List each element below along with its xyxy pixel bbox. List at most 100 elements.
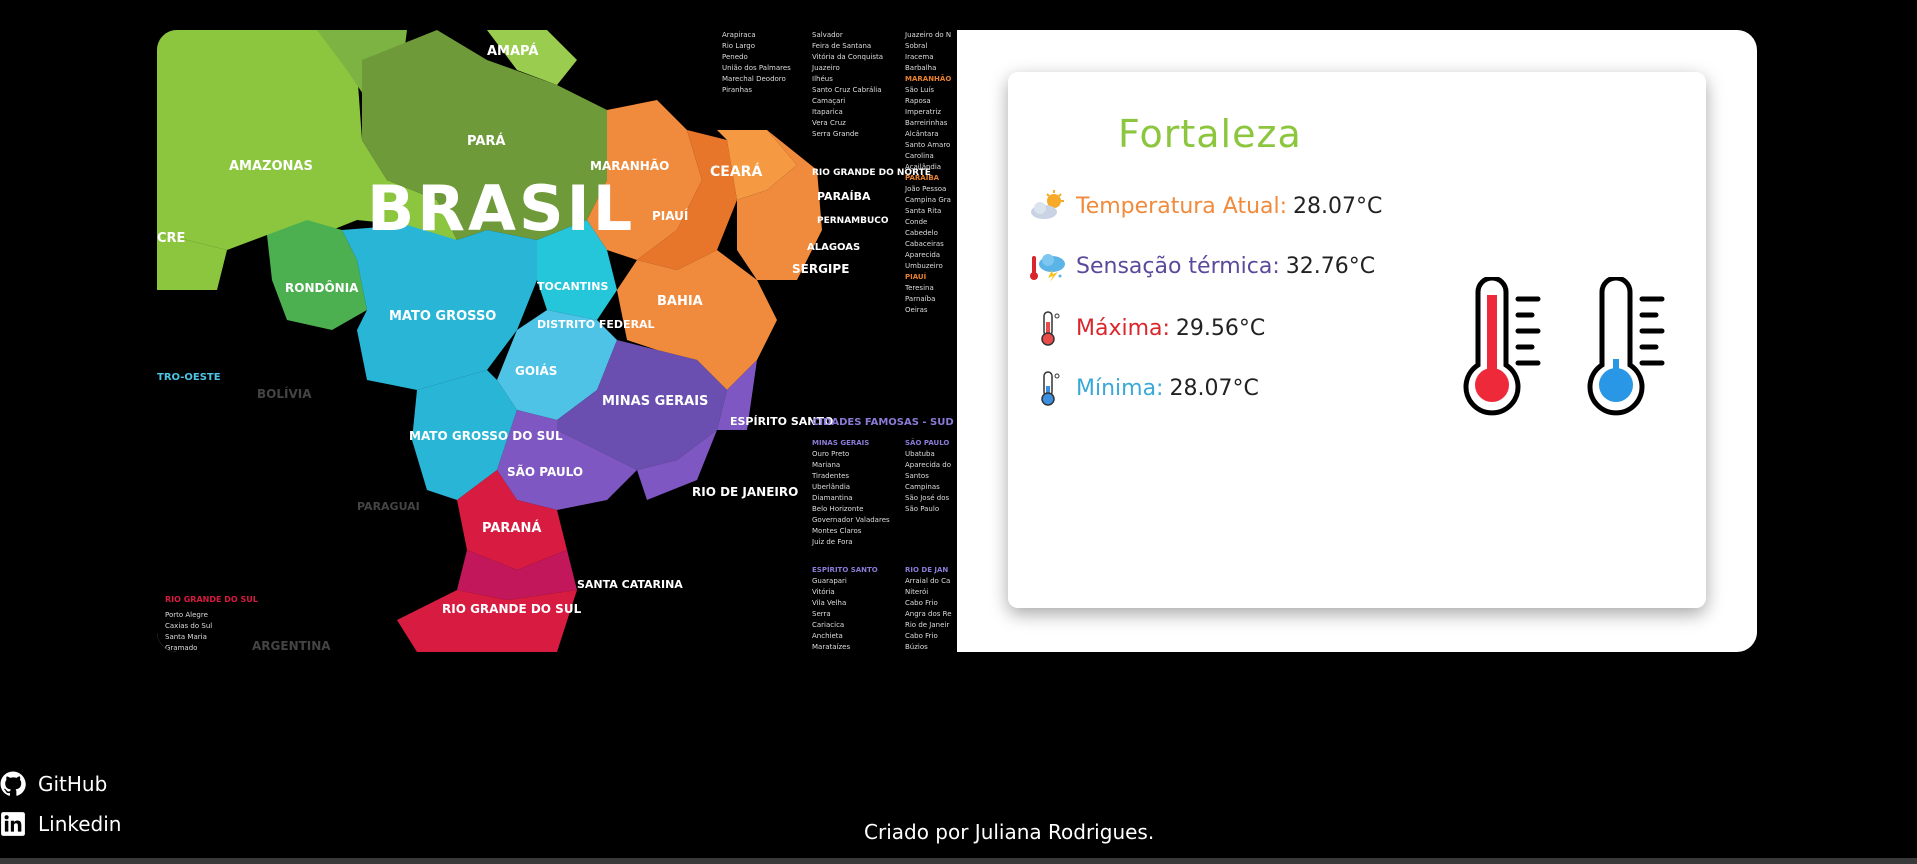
region-piaui xyxy=(637,130,737,270)
footer-credit: Criado por Juliana Rodrigues. xyxy=(864,820,1155,844)
label-piaui: PIAUÍ xyxy=(652,208,689,223)
city-list-item: Rio Largo xyxy=(722,42,755,50)
city-list-item: Serra xyxy=(812,610,831,618)
city-list-item: Feira de Santana xyxy=(812,42,872,50)
city-list-item: Açailândia xyxy=(905,163,942,171)
current-temp-value: 28.07°C xyxy=(1293,193,1383,219)
city-list-item: Angra dos Re xyxy=(905,610,952,618)
label-para: PARÁ xyxy=(467,133,505,149)
city-list-item: Cabedelo xyxy=(905,229,938,237)
city-list-item: Belo Horizonte xyxy=(812,505,864,513)
city-list-item: Rio de Janeir xyxy=(905,621,950,629)
label-goias: GOIÁS xyxy=(515,363,557,378)
city-list-item: Serra Grande xyxy=(812,130,859,138)
city-list-item: Guarapari xyxy=(812,577,847,585)
city-list-item: Vera Cruz xyxy=(812,119,846,127)
partly-cloudy-icon xyxy=(1031,190,1064,219)
label-parana: PARANÁ xyxy=(482,520,541,536)
city-list-item: Niterói xyxy=(905,588,929,596)
region-minas-gerais xyxy=(557,340,727,470)
city-list-item: Aparecida do xyxy=(905,461,952,469)
thermometer-cold-illustration xyxy=(1587,277,1665,416)
label-tocantins: TOCANTINS xyxy=(537,280,608,293)
label-ceara: CEARÁ xyxy=(710,163,762,180)
region-ceara xyxy=(717,130,797,200)
min-temp-value: 28.07°C xyxy=(1169,375,1259,401)
city-list-item: Tiradentes xyxy=(812,472,850,480)
city-list-col2: Salvador Feira de Santana Vitória da Conqu… xyxy=(812,30,883,140)
city-list-item: Cabaceiras xyxy=(905,240,944,248)
label-left-region: TRO-OESTE xyxy=(157,372,221,383)
city-list-item: Raposa xyxy=(905,97,931,105)
city-list-item: Salvador xyxy=(812,31,843,39)
city-list-item: Gramado xyxy=(165,644,198,652)
city-list-item: Porto Alegre xyxy=(165,611,208,619)
label-santa-catarina: SANTA CATARINA xyxy=(577,578,683,591)
row-max-temp: Máxima: 29.56°C xyxy=(1028,310,1265,346)
linkedin-link[interactable]: Linkedin xyxy=(0,804,121,844)
bottom-bar xyxy=(0,858,1917,864)
city-list-item: Arraial do Ca xyxy=(905,577,951,585)
label-acre: CRE xyxy=(157,231,185,246)
city-list-item: São Paulo xyxy=(905,505,940,513)
map-title: BRASIL xyxy=(367,172,635,245)
city-list-item: Marataízes xyxy=(812,643,851,651)
label-rio-de-janeiro: RIO DE JANEIRO xyxy=(692,485,798,499)
github-label: GitHub xyxy=(38,772,108,796)
region-nordeste-east xyxy=(737,130,822,280)
label-minas-gerais: MINAS GERAIS xyxy=(602,394,708,409)
city-list-item: Piranhas xyxy=(722,86,752,94)
region-para xyxy=(362,30,627,240)
region-santa-catarina xyxy=(457,550,577,600)
city-list-item: Parnaíba xyxy=(905,295,936,303)
city-list-mg: MINAS GERAIS Ouro Preto Mariana Tiradentes U… xyxy=(812,438,890,548)
city-list-item: Caxias do Sul xyxy=(165,622,213,630)
city-list-item: Umbuzeiro xyxy=(905,262,943,270)
city-list-item: Barreirinhas xyxy=(905,119,948,127)
region-amapa xyxy=(487,30,577,85)
weather-card: Fortaleza Temperatura Atual: 28.07°C xyxy=(1008,72,1706,608)
label-argentina: ARGENTINA xyxy=(252,639,331,652)
city-list-item: Campinas xyxy=(905,483,940,491)
city-name: Fortaleza xyxy=(1118,112,1302,156)
city-list-item: Cabo Frio xyxy=(905,599,938,607)
label-alagoas: ALAGOAS xyxy=(807,242,860,253)
region-espirito-santo xyxy=(717,360,757,430)
city-list-item: Vila Velha xyxy=(812,599,847,607)
city-list-heading: SÃO PAULO xyxy=(905,439,950,447)
city-list-item: Penedo xyxy=(722,53,748,61)
region-acre xyxy=(157,235,227,290)
city-list-item: Vitória da Conquista xyxy=(812,53,884,61)
label-espirito-santo: ESPÍRITO SANTO xyxy=(730,415,833,428)
city-list-heading: MINAS GERAIS xyxy=(812,439,870,447)
storm-cloud-icon xyxy=(1030,254,1065,282)
city-list-item: Juazeiro do N xyxy=(905,31,952,39)
linkedin-icon xyxy=(1,812,25,836)
label-paraguai: PARAGUAI xyxy=(357,500,420,513)
label-bolivia: BOLÍVIA xyxy=(257,386,312,401)
city-list-item: Diamantina xyxy=(812,494,853,502)
city-list-item: João Pessoa xyxy=(905,185,947,193)
city-list-col3: Juazeiro do N Sobral Iracema Barbalha MARANH… xyxy=(905,30,951,316)
region-parana xyxy=(457,470,567,570)
feels-like-label: Sensação térmica: xyxy=(1076,253,1280,279)
main-panel: BRASIL AMAPÁ PARÁ AMAZONAS MARANHÃO CEAR… xyxy=(157,30,1757,652)
github-link[interactable]: GitHub xyxy=(0,764,121,804)
city-list-item: Santa Rita xyxy=(905,207,942,215)
city-list-item: Ubatuba xyxy=(905,450,935,458)
footer-links: GitHub Linkedin xyxy=(0,764,121,844)
city-list-item: Imperatriz xyxy=(905,108,942,116)
city-list-item: Arapiraca xyxy=(722,31,756,39)
label-famous-cities: CIDADES FAMOSAS - SUD xyxy=(812,417,954,428)
city-list-item: Governador Valadares xyxy=(812,516,890,524)
city-list-item: União dos Palmares xyxy=(722,64,791,72)
label-rondonia: RONDÔNIA xyxy=(285,280,359,295)
city-list-item: Cabo Frio xyxy=(905,632,938,640)
max-temp-label: Máxima: xyxy=(1076,315,1170,341)
city-list-heading: RIO DE JAN xyxy=(905,566,949,574)
city-list-item: Teresina xyxy=(905,284,934,292)
city-list-item: Santa Maria xyxy=(165,633,207,641)
row-min-temp: Mínima: 28.07°C xyxy=(1028,370,1259,406)
label-amapa: AMAPÁ xyxy=(487,43,538,59)
city-list-item: Sobral xyxy=(905,42,928,50)
